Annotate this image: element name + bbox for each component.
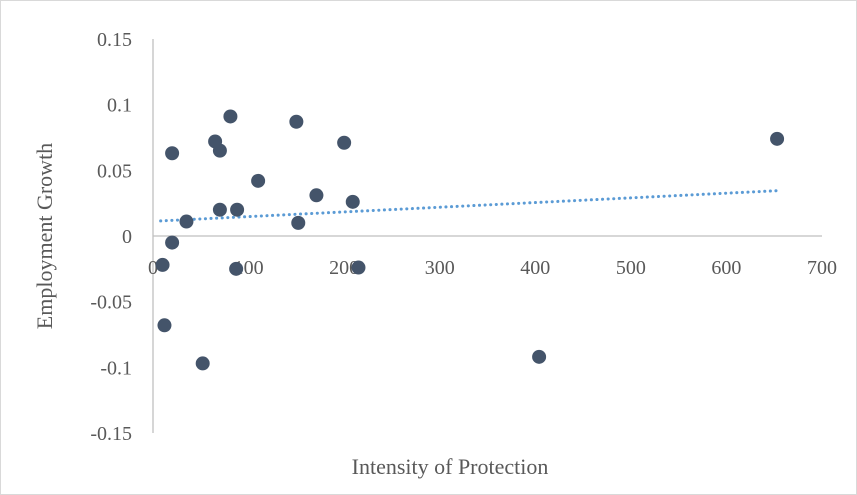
y-axis-title: Employment Growth bbox=[32, 143, 57, 329]
y-tick-label: 0.05 bbox=[97, 160, 132, 182]
data-point bbox=[165, 146, 180, 161]
trendline-layer bbox=[159, 189, 779, 223]
data-point bbox=[291, 215, 306, 230]
trendline bbox=[159, 189, 779, 223]
y-tick-label: -0.05 bbox=[90, 292, 132, 314]
data-point bbox=[770, 131, 785, 146]
data-point bbox=[223, 109, 238, 124]
data-point bbox=[230, 202, 245, 217]
x-tick-label: 700 bbox=[807, 257, 837, 279]
data-point bbox=[212, 143, 227, 158]
data-point bbox=[345, 194, 360, 209]
x-tick-label: 300 bbox=[425, 257, 455, 279]
data-point bbox=[179, 214, 194, 229]
data-point bbox=[212, 202, 227, 217]
x-tick-label: 0 bbox=[148, 257, 158, 279]
axes bbox=[152, 39, 822, 433]
x-axis-title: Intensity of Protection bbox=[352, 454, 549, 479]
x-tick-label: 200 bbox=[329, 257, 359, 279]
data-point bbox=[289, 114, 304, 129]
data-point bbox=[165, 235, 180, 250]
data-point bbox=[337, 135, 352, 150]
y-tick-label: -0.1 bbox=[100, 357, 132, 379]
data-point bbox=[351, 260, 366, 275]
x-tick-label: 600 bbox=[711, 257, 741, 279]
data-point bbox=[157, 318, 172, 333]
data-point bbox=[155, 257, 170, 272]
x-tick-label: 500 bbox=[616, 257, 646, 279]
y-tick-label: 0.1 bbox=[107, 95, 132, 117]
data-points bbox=[155, 109, 785, 371]
x-tick-label: 400 bbox=[520, 257, 550, 279]
y-tick-label: -0.15 bbox=[90, 423, 132, 445]
y-tick-label: 0.15 bbox=[97, 29, 132, 51]
data-point bbox=[309, 188, 324, 203]
tick-labels: 0 100 200 300 400 500 600 7000.150.10.050-0.05-… bbox=[90, 29, 837, 445]
data-point bbox=[532, 349, 547, 364]
y-tick-label: 0 bbox=[122, 226, 132, 248]
data-point bbox=[195, 356, 210, 371]
data-point bbox=[229, 261, 244, 276]
data-point bbox=[251, 173, 266, 188]
